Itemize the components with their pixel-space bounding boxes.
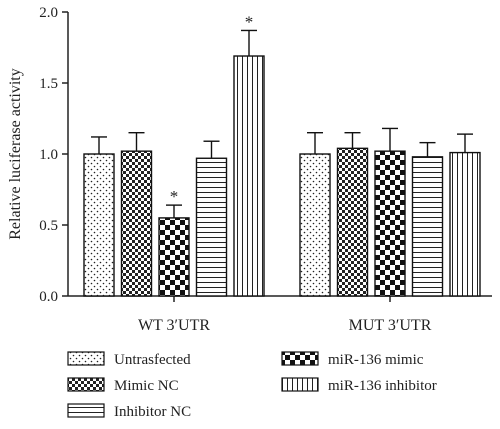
legend-label: miR-136 inhibitor [328, 378, 437, 394]
x-category-label: MUT 3′UTR [349, 317, 432, 334]
legend-swatch [281, 377, 319, 392]
bar [336, 147, 369, 297]
y-tick-label: 1.0 [39, 147, 58, 163]
bar [411, 156, 444, 297]
legend-swatch [67, 351, 105, 366]
legend-label: Inhibitor NC [114, 404, 191, 420]
bar [374, 150, 406, 297]
legend-label: Untrasfected [114, 352, 191, 368]
x-category-label: WT 3′UTR [138, 317, 210, 334]
y-axis-title: Relative luciferase activity [7, 68, 24, 239]
bar [299, 153, 331, 297]
bar [195, 157, 228, 297]
legend: Untrasfected Mimic NC miR-136 mimic Inhibit… [67, 351, 437, 420]
significance-marker: * [245, 12, 254, 31]
legend-swatch [281, 351, 319, 366]
bar [449, 151, 481, 297]
y-tick-label: 0.5 [39, 218, 58, 234]
bar [120, 150, 153, 297]
legend-label: miR-136 mimic [328, 352, 424, 368]
bar [158, 217, 190, 297]
significance-marker: * [170, 187, 179, 206]
y-tick-label: 0.0 [39, 289, 58, 305]
bar [233, 55, 265, 297]
legend-swatch [67, 403, 105, 418]
legend-swatch [67, 377, 105, 392]
y-tick-label: 1.5 [39, 76, 58, 92]
legend-label: Mimic NC [114, 378, 179, 394]
bar [83, 153, 115, 297]
y-tick-label: 2.0 [39, 5, 58, 21]
plot-area: 0.0 0.5 1.0 1.5 2.0 WT 3′UTR MUT 3′UTR * * [39, 5, 492, 334]
